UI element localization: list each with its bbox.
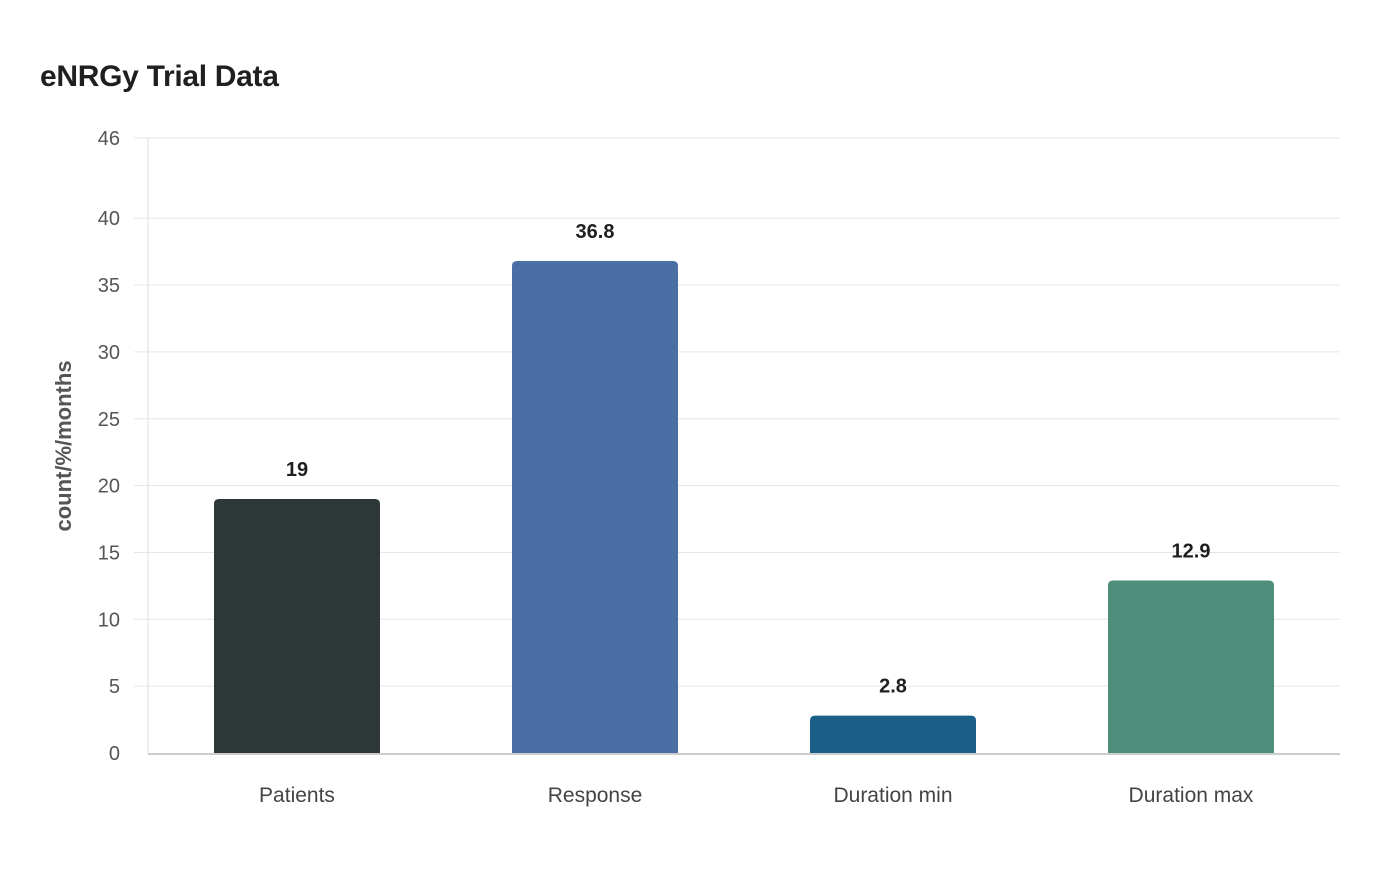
bar-duration-max — [1108, 580, 1274, 753]
y-tick-label: 30 — [98, 342, 120, 364]
data-label: 12.9 — [1172, 541, 1211, 563]
data-label: 2.8 — [879, 676, 907, 698]
bar-duration-min — [810, 715, 976, 753]
y-tick-label: 20 — [98, 476, 120, 498]
bar-patients — [214, 498, 380, 753]
chart-title: eNRGy Trial Data — [40, 60, 279, 93]
x-tick-label: Patients — [259, 784, 335, 807]
y-tick-label: 35 — [98, 275, 120, 297]
x-axis-ticks: Patients Response Duration min Duration max — [259, 784, 1254, 807]
y-tick-label: 5 — [109, 676, 120, 698]
data-label: 36.8 — [576, 221, 615, 243]
data-labels: 19 36.8 2.8 12.9 — [286, 221, 1211, 698]
y-tick-label: 0 — [109, 743, 120, 765]
y-tick-label: 25 — [98, 409, 120, 431]
y-tick-label: 40 — [98, 208, 120, 230]
y-axis-title: count/%/months — [51, 360, 76, 531]
bar-response — [512, 261, 678, 753]
y-tick-label: 10 — [98, 609, 120, 631]
bars — [214, 261, 1274, 753]
x-tick-label: Response — [548, 784, 643, 807]
y-axis-ticks: 0 5 10 15 20 25 30 35 40 46 — [98, 128, 120, 765]
x-tick-label: Duration min — [833, 784, 952, 807]
x-tick-label: Duration max — [1129, 784, 1254, 807]
data-label: 19 — [286, 459, 308, 481]
y-tick-label: 15 — [98, 542, 120, 564]
y-tick-label: 46 — [98, 128, 120, 150]
